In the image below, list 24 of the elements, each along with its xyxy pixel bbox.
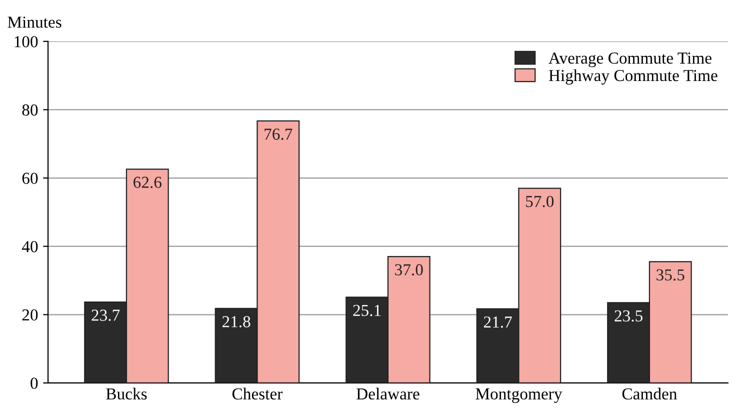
data-label: 35.5 <box>656 269 684 281</box>
y-tick-label: 60 <box>22 172 38 184</box>
data-label: 23.5 <box>614 310 642 322</box>
x-tick-label: Montgomery <box>476 388 562 403</box>
data-label: 21.7 <box>484 316 512 328</box>
legend-label: Highway Commute Time <box>548 69 718 85</box>
data-label: 57.0 <box>526 196 554 208</box>
data-label: 21.8 <box>222 316 250 328</box>
y-axis-title: Minutes <box>8 16 62 28</box>
x-tick-label: Chester <box>232 388 283 400</box>
data-label: 76.7 <box>264 128 292 140</box>
y-tick-label: 40 <box>22 241 38 252</box>
y-tick-label: 0 <box>30 378 38 389</box>
data-label: 62.6 <box>134 176 162 188</box>
data-label: 25.1 <box>353 304 381 316</box>
x-tick-label: Bucks <box>106 388 147 400</box>
data-label: 23.7 <box>92 310 120 321</box>
y-tick-label: 100 <box>14 36 38 48</box>
y-tick-label: 80 <box>22 104 38 116</box>
y-tick-label: 20 <box>22 309 38 321</box>
data-label: 37.0 <box>395 264 423 276</box>
legend-label: Average Commute Time <box>548 52 712 68</box>
x-tick-label: Delaware <box>356 388 420 400</box>
x-tick-label: Camden <box>622 388 677 400</box>
